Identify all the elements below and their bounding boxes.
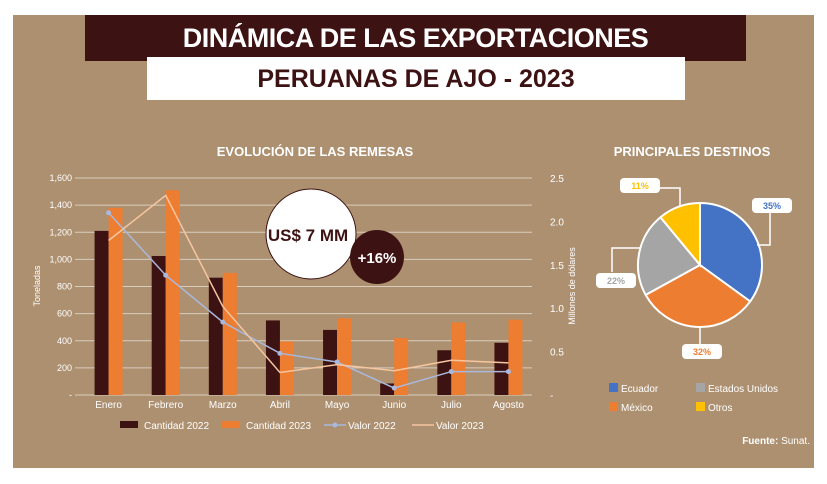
- y-tick-label: 400: [57, 336, 72, 346]
- source-note: Fuente: Sunat.: [742, 436, 810, 447]
- y2-tick-label: 0.5: [550, 348, 564, 359]
- y-axis-label: Toneladas: [32, 265, 42, 307]
- legend-label: Estados Unidos: [708, 384, 778, 395]
- legend-label: México: [621, 403, 653, 414]
- point-valor-2022: [448, 369, 454, 375]
- bar-cantidad-2022: [94, 230, 109, 395]
- legend-swatch: [696, 402, 705, 411]
- leader-line: [660, 187, 681, 207]
- pie-label-box: [596, 273, 636, 288]
- x-tick-label: Junio: [382, 400, 406, 411]
- bar-cantidad-2023: [451, 322, 466, 395]
- bar-cantidad-2023: [108, 207, 123, 395]
- y2-tick-label: 2.5: [550, 174, 564, 185]
- legend-label: Valor 2022: [348, 421, 396, 432]
- legend-swatch: [222, 421, 240, 428]
- pie-slice-méxico: [644, 263, 752, 328]
- point-valor-2022: [277, 350, 283, 356]
- line-valor-2023: [108, 194, 509, 374]
- x-tick-label: Febrero: [148, 400, 183, 411]
- y-tick-label: 1,600: [49, 173, 72, 183]
- legend-swatch: [120, 421, 138, 428]
- point-valor-2022: [505, 369, 511, 375]
- line-valor-2022: [108, 212, 509, 389]
- total-bubble: [265, 188, 357, 280]
- pie-chart-title: PRINCIPALES DESTINOS: [614, 144, 771, 159]
- legend-swatch: [609, 383, 618, 392]
- x-tick-label: Julio: [441, 400, 462, 411]
- bar-cantidad-2022: [323, 329, 338, 395]
- bar-chart-title: EVOLUCIÓN DE LAS REMESAS: [217, 144, 414, 159]
- pie-label: 22%: [607, 276, 625, 286]
- x-tick-label: Mayo: [325, 400, 350, 411]
- y-tick-label: 1,200: [49, 227, 72, 237]
- point-valor-2022: [220, 319, 226, 325]
- y2-axis-label: Millones de dólares: [567, 247, 577, 325]
- bar-cantidad-2022: [208, 277, 223, 395]
- y-tick-label: 600: [57, 309, 72, 319]
- subtitle: PERUANAS DE AJO - 2023: [257, 65, 575, 93]
- subtitle-box: PERUANAS DE AJO - 2023: [147, 57, 685, 100]
- pie-label: 32%: [693, 347, 711, 357]
- legend-label: Otros: [708, 403, 732, 414]
- x-tick-label: Marzo: [209, 400, 237, 411]
- legend-swatch: [609, 402, 618, 411]
- bar-cantidad-2023: [508, 319, 523, 395]
- bar-cantidad-2022: [494, 342, 509, 395]
- y-tick-label: -: [69, 390, 72, 400]
- point-valor-2022: [163, 272, 169, 278]
- bar-cantidad-2023: [337, 318, 352, 395]
- pie-label-box: [620, 178, 660, 193]
- x-tick-label: Enero: [95, 400, 122, 411]
- legend-label: Ecuador: [621, 384, 659, 395]
- leader-line: [611, 247, 640, 272]
- legend-label: Cantidad 2023: [246, 421, 311, 432]
- total-value: US$ 7 MM: [268, 226, 348, 245]
- growth-value: +16%: [358, 250, 397, 267]
- bar-cantidad-2023: [279, 341, 294, 395]
- leader-line: [757, 210, 771, 246]
- pie-label-box: [752, 198, 792, 213]
- legend-label: Valor 2023: [436, 421, 484, 432]
- point-valor-2022: [106, 210, 112, 216]
- legend-label: Cantidad 2022: [144, 421, 209, 432]
- x-tick-label: Abril: [270, 400, 290, 411]
- title-band: DINÁMICA DE LAS EXPORTACIONES: [85, 15, 746, 61]
- pie-slice-ecuador: [699, 201, 763, 303]
- y-tick-label: 1,000: [49, 254, 72, 264]
- pie-slice-estados-unidos: [637, 215, 702, 297]
- bar-cantidad-2023: [222, 272, 237, 395]
- pie-label: 11%: [631, 181, 649, 191]
- y2-tick-label: 1.0: [550, 304, 564, 315]
- y2-tick-label: -: [550, 391, 553, 402]
- bar-cantidad-2022: [380, 383, 395, 395]
- y2-tick-label: 1.5: [550, 261, 564, 272]
- title: DINÁMICA DE LAS EXPORTACIONES: [182, 23, 649, 53]
- pie-label-box: [682, 344, 722, 359]
- y-tick-label: 200: [57, 363, 72, 373]
- y-tick-label: 800: [57, 282, 72, 292]
- bar-cantidad-2023: [165, 190, 180, 395]
- bar-cantidad-2023: [394, 338, 409, 395]
- y-tick-label: 1,400: [49, 200, 72, 210]
- y2-tick-label: 2.0: [550, 217, 564, 228]
- legend-swatch: [696, 383, 705, 392]
- point-valor-2022: [391, 385, 397, 391]
- x-tick-label: Agosto: [493, 400, 525, 411]
- point-valor-2022: [334, 359, 340, 365]
- legend-marker: [332, 422, 338, 428]
- pie-label: 35%: [763, 201, 781, 211]
- pie-slice-otros: [659, 201, 701, 268]
- growth-bubble: [350, 230, 404, 284]
- bar-cantidad-2022: [151, 255, 166, 395]
- bar-cantidad-2022: [265, 320, 280, 395]
